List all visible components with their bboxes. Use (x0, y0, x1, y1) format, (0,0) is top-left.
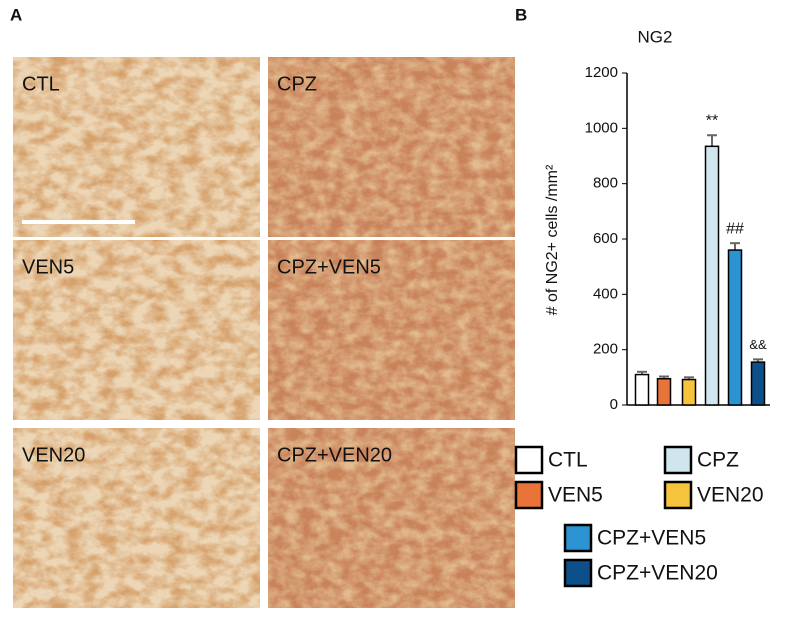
legend-label: CPZ (697, 449, 739, 472)
significance-label: ## (726, 220, 744, 237)
micrograph-texture (268, 428, 515, 608)
bar (681, 378, 697, 406)
micrograph-texture (13, 57, 260, 237)
image-label: CTL (22, 73, 60, 95)
image-label: VEN5 (22, 256, 74, 278)
micrograph-texture (268, 240, 515, 420)
micrograph-texture (13, 240, 260, 420)
legend-swatch (563, 523, 593, 553)
bar (727, 249, 743, 406)
legend-label: CTL (548, 449, 588, 472)
legend-swatch (663, 445, 693, 475)
y-tick-label: 1200 (585, 64, 618, 81)
micrograph-texture (13, 428, 260, 608)
panel-label: B (515, 5, 527, 24)
image-label: VEN20 (22, 444, 85, 466)
bar (634, 373, 650, 406)
y-tick-label: 600 (593, 230, 618, 247)
y-axis-label: # of NG2+ cells /mm² (544, 164, 561, 315)
legend-swatch (663, 480, 693, 510)
legend-swatch (514, 445, 544, 475)
y-tick-label: 200 (593, 341, 618, 358)
significance-label: ** (706, 112, 718, 129)
legend-label: VEN5 (548, 484, 603, 507)
bar (750, 361, 766, 406)
legend-label: CPZ+VEN5 (597, 527, 706, 550)
y-tick-label: 400 (593, 285, 618, 302)
y-tick-label: 800 (593, 175, 618, 192)
image-label: CPZ (277, 73, 317, 95)
micrograph-texture (268, 57, 515, 237)
legend-swatch (514, 480, 544, 510)
chart-title: NG2 (638, 27, 673, 46)
image-label: CPZ+VEN20 (277, 444, 392, 466)
y-tick-label: 0 (610, 396, 618, 413)
image-label: CPZ+VEN5 (277, 256, 381, 278)
panel-label: A (10, 5, 22, 24)
y-tick-label: 1000 (585, 119, 618, 136)
bar (656, 377, 672, 406)
legend-swatch (563, 558, 593, 588)
legend-label: CPZ+VEN20 (597, 562, 718, 585)
significance-label: && (749, 337, 767, 352)
bar (704, 145, 720, 406)
legend-label: VEN20 (697, 484, 764, 507)
